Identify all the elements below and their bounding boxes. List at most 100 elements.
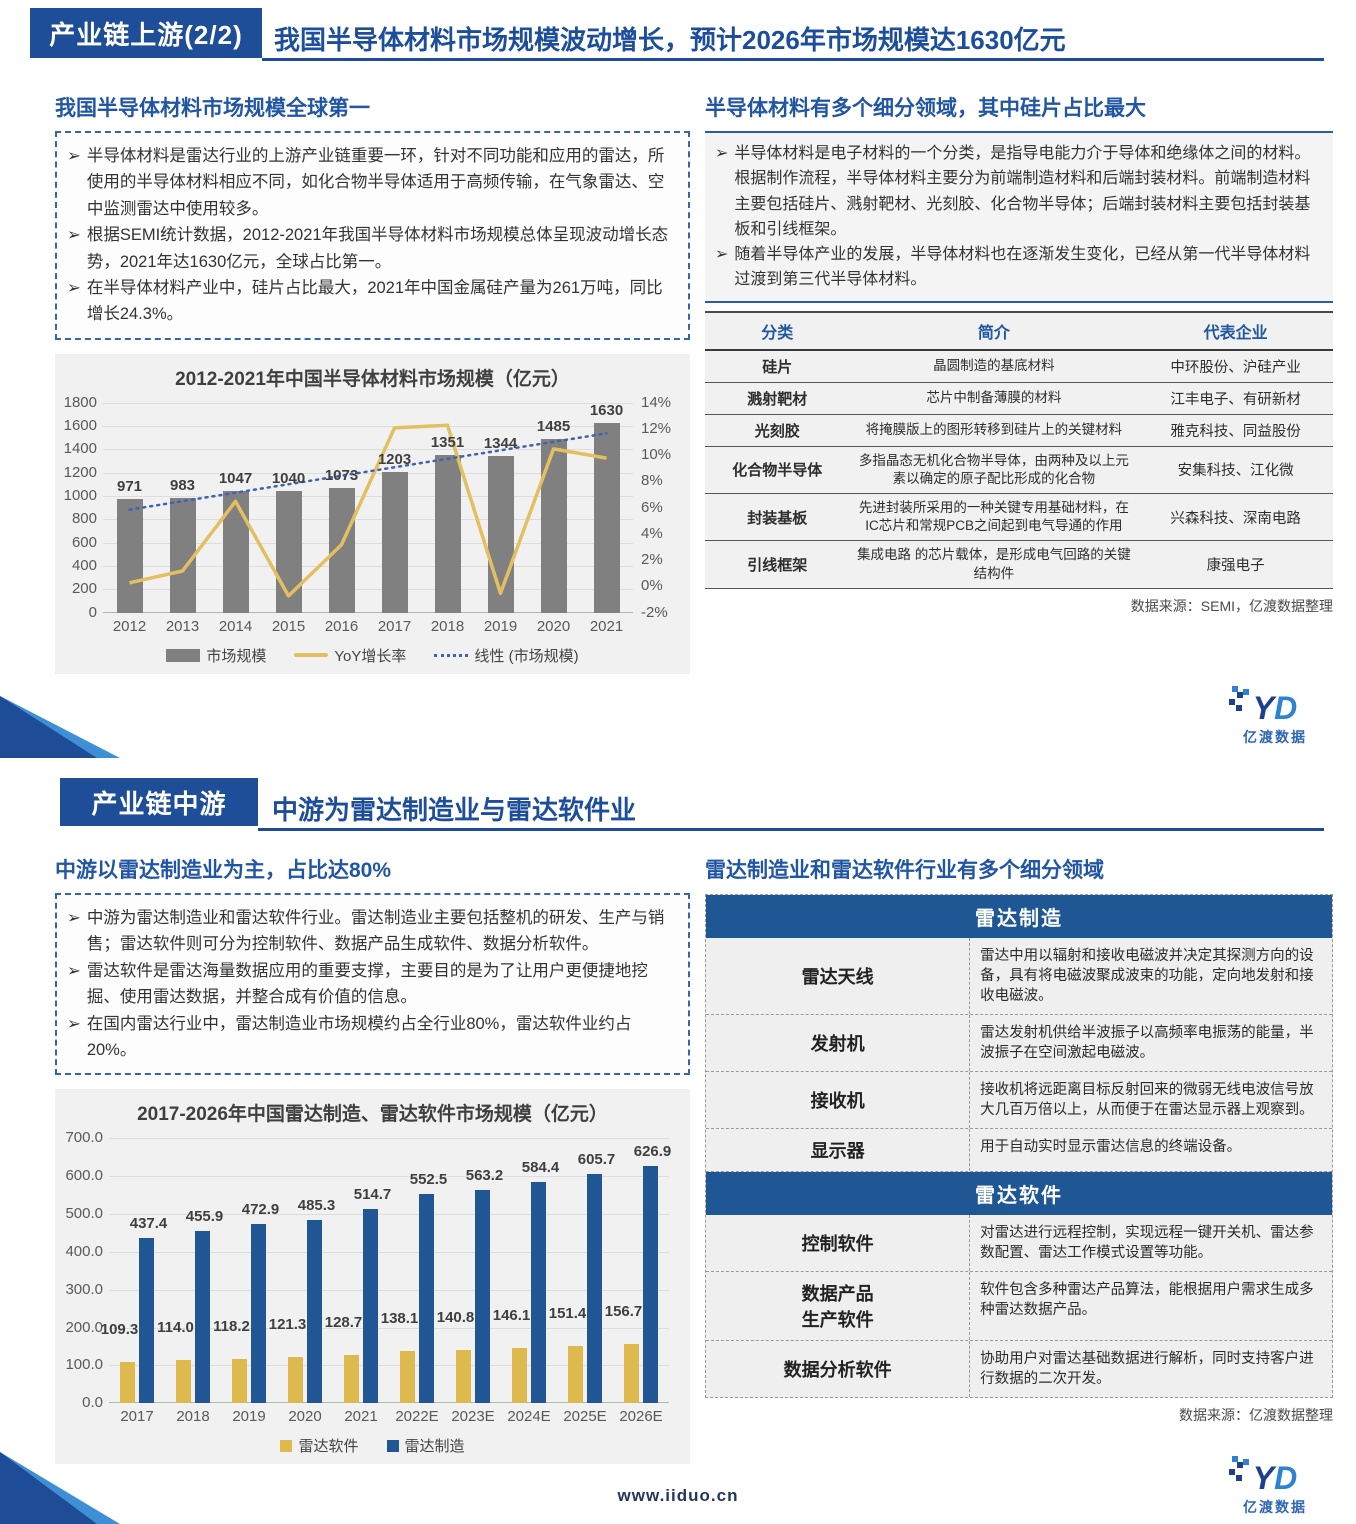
gridline — [103, 472, 633, 474]
header-divider — [262, 58, 1324, 61]
key-points: ➢ 半导体材料是电子材料的一个分类，是指导电能力介于导体和绝缘体之间的材料。根据制… — [705, 133, 1333, 301]
bullet-arrow-icon: ➢ — [67, 1014, 81, 1033]
bar-value-label: 626.9 — [633, 1143, 672, 1161]
website-link[interactable]: www.iiduo.cn — [617, 1486, 739, 1505]
bullet-item: ➢ 在半导体材料产业中，硅片占比最大，2021年中国金属硅产量为261万吨，同比增… — [67, 275, 674, 328]
gridline — [109, 1402, 669, 1404]
bullet-item: ➢ 半导体材料是电子材料的一个分类，是指导电能力介于导体和绝缘体之间的材料。根据制… — [715, 141, 1323, 242]
yidu-logo-icon: YD — [1236, 1460, 1298, 1496]
bullet-arrow-icon: ➢ — [67, 961, 81, 980]
legend-label: 雷达制造 — [404, 1438, 465, 1456]
bar-value-label: 485.3 — [297, 1196, 336, 1214]
bar-value-label: 1203 — [377, 451, 412, 469]
table-row: 硅片 晶圆制造的基底材料 中环股份、沪硅产业 — [705, 349, 1333, 383]
column-header: 简介 — [849, 310, 1139, 351]
table-cell: 江丰电子、有研新材 — [1138, 382, 1333, 415]
column-heading: 雷达制造业和雷达软件行业有多个细分领域 — [705, 859, 1104, 882]
table-header-row: 分类 简介 代表企业 — [705, 310, 1333, 351]
corner-decoration — [0, 696, 122, 758]
bar-market-size — [169, 498, 196, 613]
bar-radar-software — [456, 1350, 471, 1404]
x-axis: 2017 2018 2019 2020 2021 2022E 2023E 2024E 2025E… — [109, 1403, 688, 1425]
bullet-arrow-icon: ➢ — [67, 226, 81, 245]
column-heading: 中游以雷达制造业为主，占比达80% — [55, 859, 392, 882]
y-tick-label: 400.0 — [65, 1242, 103, 1260]
table-cell: 溅射靶材 — [705, 382, 850, 415]
table-cell: 硅片 — [705, 349, 850, 383]
left-column: 中游以雷达制造业为主，占比达80% ➢ 中游为雷达制造业和雷达软件行业。雷达制造业… — [55, 854, 690, 1465]
table-cell: 化合物半导体 — [705, 446, 850, 495]
y-tick-label: 10% — [641, 446, 672, 464]
y-axis-right: -2% 0% 2% 4% 6% 8% 10% 12% 14% — [633, 394, 681, 621]
y-tick-label: 1600 — [63, 417, 97, 435]
bullet-text: 在国内雷达行业中，雷达制造业市场规模约占全行业80%，雷达软件业约占20%。 — [86, 1014, 632, 1059]
segment-description: 对雷达进行远程控制，实现远程一键开关机、雷达参数配置、雷达工作模式设置等功能。 — [980, 1225, 1314, 1261]
x-tick-label: 2024E — [507, 1408, 551, 1426]
bullet-item: ➢ 根据SEMI统计数据，2012-2021年我国半导体材料市场规模总体呈现波动增… — [67, 222, 674, 275]
segment-description: 用于自动实时显示雷达信息的终端设备。 — [980, 1139, 1242, 1155]
table-cell: 安集科技、江化微 — [1138, 446, 1333, 495]
x-tick-label: 2019 — [232, 1408, 266, 1426]
y-tick-label: 800 — [71, 510, 97, 528]
table-row: 雷达天线 雷达中用以辐射和接收电磁波并决定其探测方向的设备，具有将电磁波聚成波束的… — [706, 938, 1332, 1015]
legend-label: 线性 (市场规模) — [474, 647, 579, 665]
gridline — [109, 1251, 669, 1253]
square-swatch-icon — [386, 1439, 399, 1452]
table-section-header: 雷达制造 — [706, 895, 1332, 938]
bar-value-label: 138.1 — [380, 1310, 419, 1328]
y-tick-label: 600.0 — [65, 1167, 103, 1185]
gridline — [109, 1365, 669, 1367]
gridline — [103, 496, 633, 498]
x-tick-label: 2013 — [165, 617, 200, 635]
bar-value-label: 1047 — [218, 469, 253, 487]
bar-market-size — [487, 455, 514, 613]
table-cell: 封装基板 — [705, 493, 850, 542]
bar-market-size — [328, 487, 355, 613]
y-axis-left: 0.0 100.0 200.0 300.0 400.0 500.0 600.0 700.0 — [57, 1129, 109, 1411]
gridline — [103, 542, 633, 544]
legend-label: YoY增长率 — [334, 647, 407, 665]
table-row: 控制软件 对雷达进行远程控制，实现远程一键开关机、雷达参数配置、雷达工作模式设置等… — [706, 1215, 1332, 1272]
left-column: 我国半导体材料市场规模全球第一 ➢ 半导体材料是雷达行业的上游产业链重要一环，针对… — [55, 92, 690, 674]
table-row: 数据分析软件 协助用户对雷达基础数据进行解析，同时支持客户进行数据的二次开发。 — [706, 1341, 1332, 1397]
bar-value-label: 1351 — [430, 434, 465, 452]
y-tick-label: 12% — [641, 419, 672, 437]
legend-item: 市场规模 — [166, 645, 266, 666]
bar-value-label: 605.7 — [577, 1151, 616, 1169]
gridline — [109, 1176, 669, 1178]
x-tick-label: 2023E — [451, 1408, 495, 1426]
bar-swatch-icon — [166, 648, 201, 662]
bar-value-label: 1630 — [589, 401, 624, 419]
x-tick-label: 2012 — [112, 617, 147, 635]
chart-legend: 雷达软件 雷达制造 — [57, 1435, 688, 1456]
segment-description: 雷达发射机供给半波振子以高频率电振荡的能量，半波振子在空间激起电磁波。 — [980, 1025, 1314, 1061]
bullet-text: 在半导体材料产业中，硅片占比最大，2021年中国金属硅产量为261万吨，同比增长… — [86, 278, 663, 324]
bar-radar-manufacturing — [307, 1219, 322, 1404]
table-cell: 康强电子 — [1138, 540, 1333, 589]
y-tick-label: 6% — [641, 498, 663, 516]
table-cell: 多指晶态无机化合物半导体，由两种及以上元素以确定的原子配比形成的化合物 — [849, 446, 1139, 495]
y-axis-left: 0 200 400 600 800 1000 1200 1400 1600 1800 — [57, 394, 103, 621]
slide-midstream: 产业链中游 中游为雷达制造业与雷达软件业 中游以雷达制造业为主，占比达80% ➢… — [0, 762, 1356, 1524]
bar-value-label: 140.8 — [436, 1309, 475, 1327]
logo-label: 亿渡数据 — [1243, 729, 1307, 745]
x-tick-label: 2019 — [483, 617, 518, 635]
y-tick-label: -2% — [641, 603, 668, 621]
bar-radar-software — [176, 1360, 191, 1404]
legend-label: 市场规模 — [206, 647, 267, 665]
x-tick-label: 2026E — [619, 1408, 663, 1426]
bar-value-label: 118.2 — [213, 1317, 250, 1335]
slide-upstream: 产业链上游(2/2) 我国半导体材料市场规模波动增长，预计2026年市场规模达1… — [0, 8, 1333, 758]
materials-table: 分类 简介 代表企业 硅片 晶圆制造的基底材料 中环股份、沪硅产业 溅射靶材 芯片中制备薄膜… — [705, 310, 1333, 589]
segment-description: 软件包含多种雷达产品算法，能根据用户需求生成多种雷达数据产品。 — [980, 1282, 1314, 1318]
bar-value-label: 1040 — [271, 470, 306, 488]
y-tick-label: 2% — [641, 551, 663, 569]
segment-name: 显示器 — [706, 1129, 971, 1171]
gridline — [109, 1214, 669, 1216]
y-tick-label: 1800 — [63, 393, 97, 411]
x-tick-label: 2018 — [430, 617, 465, 635]
bullet-arrow-icon: ➢ — [715, 145, 729, 162]
gridline — [109, 1138, 669, 1140]
x-tick-label: 2020 — [536, 617, 571, 635]
